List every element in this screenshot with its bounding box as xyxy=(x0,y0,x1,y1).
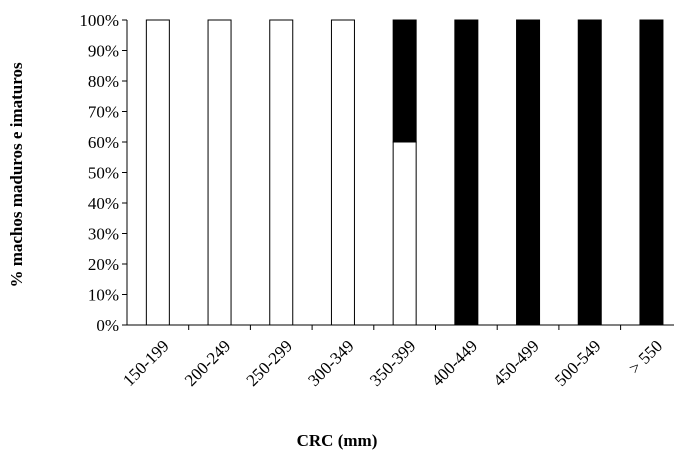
y-tick-label: 50% xyxy=(88,164,119,183)
y-tick-label: 0% xyxy=(96,316,119,335)
bar-segment xyxy=(392,141,417,326)
y-tick-label: 20% xyxy=(88,255,119,274)
y-tick-label: 30% xyxy=(88,225,119,244)
x-tick-label: 450-499 xyxy=(489,336,543,390)
bar-segment xyxy=(577,19,602,326)
bar-segment xyxy=(145,19,170,326)
y-tick-label: 60% xyxy=(88,133,119,152)
x-axis-title: CRC (mm) xyxy=(297,431,378,450)
y-tick-label: 40% xyxy=(88,194,119,213)
bar-segment xyxy=(269,19,294,326)
x-tick-label: 400-449 xyxy=(428,336,482,390)
x-tick-label: 350-399 xyxy=(366,336,420,390)
y-tick-label: 80% xyxy=(88,72,119,91)
y-tick-label: 100% xyxy=(79,11,119,30)
x-tick-label: 200-249 xyxy=(181,336,235,390)
y-tick-label: 70% xyxy=(88,103,119,122)
x-tick-label: 250-299 xyxy=(243,336,297,390)
y-tick-label: 90% xyxy=(88,42,119,61)
x-tick-label: 300-349 xyxy=(304,336,358,390)
x-tick-label: 500-549 xyxy=(551,336,605,390)
bar-segment xyxy=(330,19,355,326)
bar-segment xyxy=(207,19,232,326)
y-tick-label: 10% xyxy=(88,286,119,305)
x-tick-label: > 550 xyxy=(625,336,666,377)
bar-segment xyxy=(454,19,479,326)
x-tick-label: 150-199 xyxy=(119,336,173,390)
bar-segment xyxy=(639,19,664,326)
bar-segment xyxy=(392,19,417,143)
bar-segment xyxy=(516,19,541,326)
y-axis-title: % machos maduros e imaturos xyxy=(7,62,26,287)
